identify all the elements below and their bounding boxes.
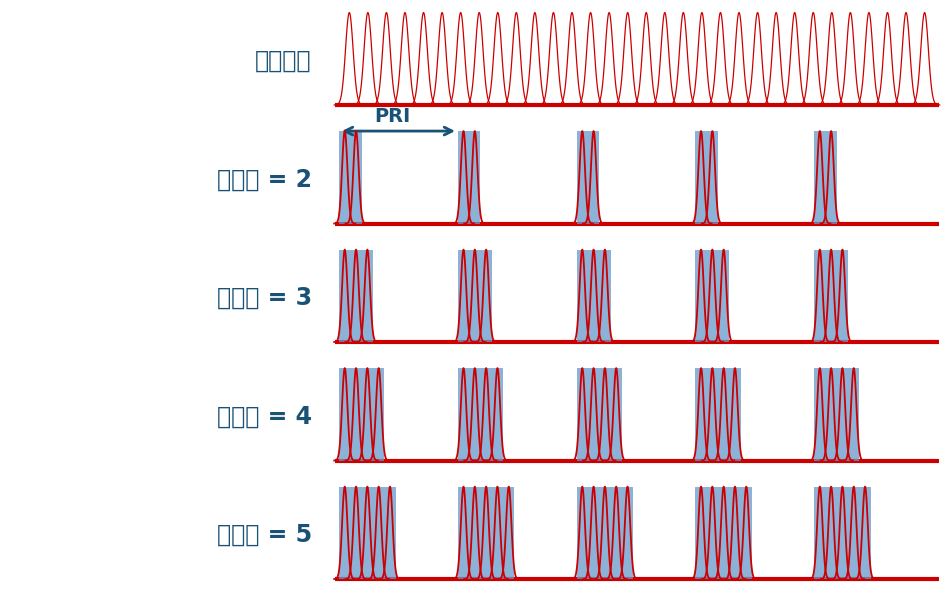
Bar: [577, 131, 599, 223]
Bar: [458, 249, 492, 342]
Text: 脉冲串 = 5: 脉冲串 = 5: [216, 523, 312, 547]
Bar: [814, 131, 836, 223]
Bar: [814, 368, 859, 460]
Bar: [458, 368, 503, 460]
Bar: [696, 368, 741, 460]
Text: 非脉冲串: 非脉冲串: [255, 49, 312, 73]
Bar: [458, 131, 480, 223]
Bar: [814, 486, 870, 579]
Bar: [814, 249, 848, 342]
Bar: [339, 131, 362, 223]
Bar: [577, 486, 633, 579]
Text: 脉冲串 = 4: 脉冲串 = 4: [217, 405, 312, 429]
Bar: [577, 368, 622, 460]
Bar: [339, 486, 396, 579]
Bar: [577, 249, 611, 342]
Bar: [696, 486, 752, 579]
Text: 脉冲串 = 2: 脉冲串 = 2: [217, 168, 312, 192]
Bar: [696, 131, 718, 223]
Text: PRI: PRI: [375, 108, 411, 127]
Bar: [696, 249, 730, 342]
Text: 脉冲串 = 3: 脉冲串 = 3: [216, 286, 312, 310]
Bar: [339, 368, 384, 460]
Bar: [339, 249, 373, 342]
Bar: [458, 486, 514, 579]
